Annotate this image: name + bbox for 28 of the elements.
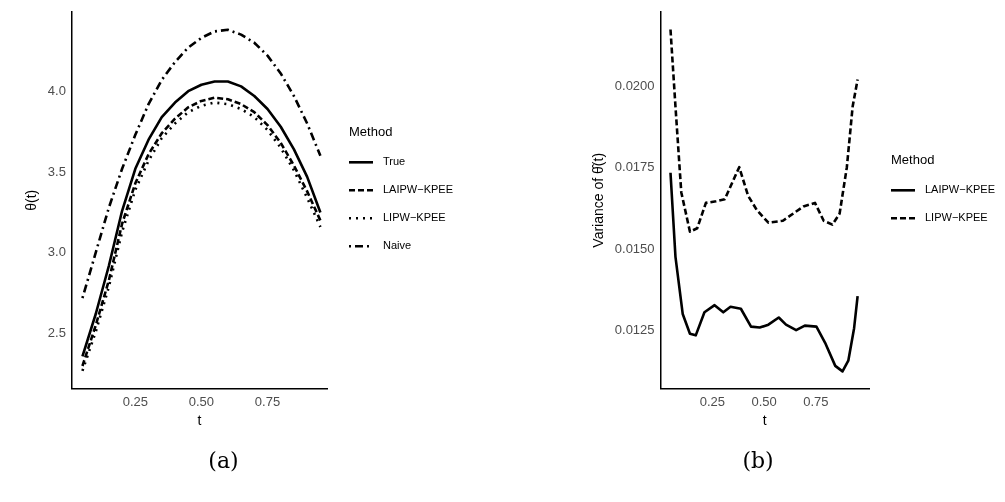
x-axis-title: t <box>762 412 767 429</box>
legend-label: LIPW−KPEE <box>925 211 988 224</box>
x-tick-label: 0.25 <box>699 393 725 409</box>
x-tick-label: 0.50 <box>751 393 777 409</box>
y-tick-label: 0.0125 <box>614 321 655 337</box>
legend-label: Naive <box>383 239 412 252</box>
legend-label: LAIPW−KPEE <box>383 183 454 196</box>
y-tick-label: 0.0175 <box>614 159 655 175</box>
text: (b) <box>742 448 774 473</box>
y-tick-label: 3.5 <box>47 163 66 179</box>
x-axis-title: t <box>197 412 202 429</box>
text: (a) <box>208 448 239 473</box>
y-tick-label: 0.0150 <box>614 240 655 256</box>
x-tick-label: 0.50 <box>188 393 215 409</box>
x-tick-label: 0.75 <box>254 393 281 409</box>
y-tick-label: 0.0200 <box>614 78 655 94</box>
x-tick-label: 0.75 <box>803 393 829 409</box>
y-axis-title: θ(t) <box>23 189 40 211</box>
y-tick-label: 4.0 <box>47 82 66 98</box>
legend-title: Method <box>891 151 935 167</box>
y-tick-label: 2.5 <box>47 325 66 341</box>
legend-title: Method <box>349 123 393 139</box>
legend-label: LIPW−KPEE <box>383 211 446 224</box>
legend-label: LAIPW−KPEE <box>925 183 996 196</box>
legend-label: True <box>383 155 406 168</box>
y-tick-label: 3.0 <box>47 244 66 260</box>
y-axis-title: Variance of θ̂(t) <box>590 152 607 248</box>
x-tick-label: 0.25 <box>122 393 148 409</box>
